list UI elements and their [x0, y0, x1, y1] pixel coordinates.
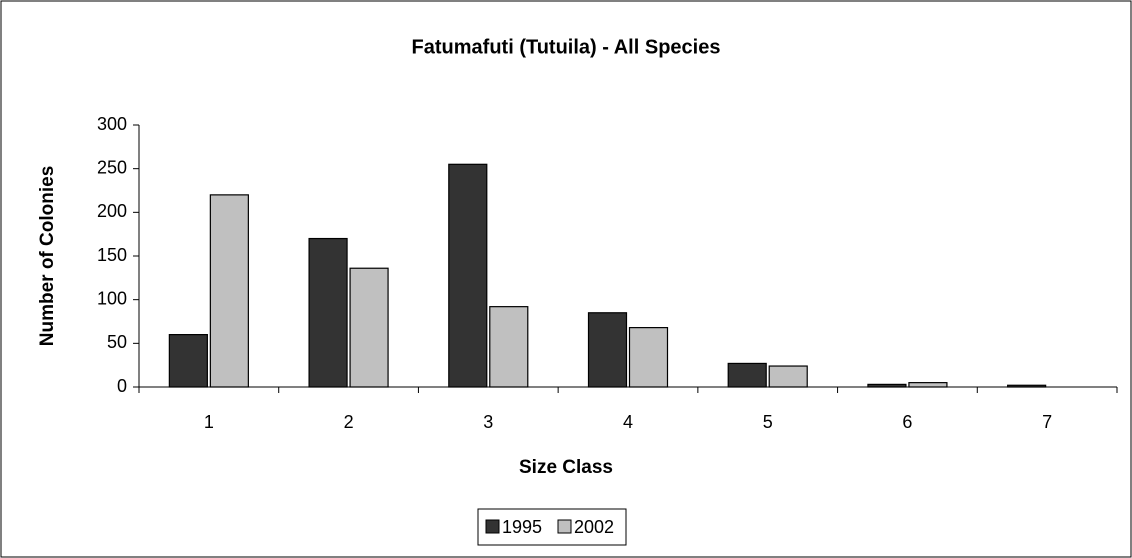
y-axis-label: Number of Colonies: [37, 166, 58, 347]
bar: [628, 327, 669, 388]
x-tick-label: 7: [1042, 412, 1052, 432]
y-tick-label: 300: [97, 114, 127, 134]
bar: [768, 365, 808, 388]
chart-title: Fatumafuti (Tutuila) - All Species: [412, 36, 721, 58]
bar: [168, 334, 208, 388]
legend-label: 1995: [502, 517, 542, 537]
y-tick-label: 0: [117, 376, 127, 396]
x-tick-label: 5: [763, 412, 773, 432]
y-tick-label: 50: [107, 332, 127, 352]
y-tick-label: 200: [97, 201, 127, 221]
y-tick-label: 150: [97, 245, 127, 265]
bar: [308, 237, 348, 388]
bar: [587, 312, 628, 388]
y-tick-label: 100: [97, 288, 127, 308]
x-axis-label: Size Class: [519, 457, 613, 478]
legend-box: [477, 508, 627, 546]
x-tick-label: 2: [344, 412, 354, 432]
bar: [349, 267, 389, 388]
bar: [867, 383, 907, 388]
legend-swatch: [557, 519, 572, 534]
x-tick-label: 1: [204, 412, 214, 432]
x-tick-label: 3: [483, 412, 493, 432]
x-tick-label: 4: [623, 412, 633, 432]
legend-label: 2002: [574, 517, 614, 537]
bar: [489, 306, 529, 388]
y-tick-label: 250: [97, 157, 127, 177]
legend-swatch: [485, 519, 500, 534]
bar: [727, 362, 767, 388]
x-tick-label: 6: [902, 412, 912, 432]
bar: [448, 163, 488, 388]
bar: [1007, 384, 1047, 388]
bar: [908, 382, 948, 388]
bar: [209, 194, 249, 388]
